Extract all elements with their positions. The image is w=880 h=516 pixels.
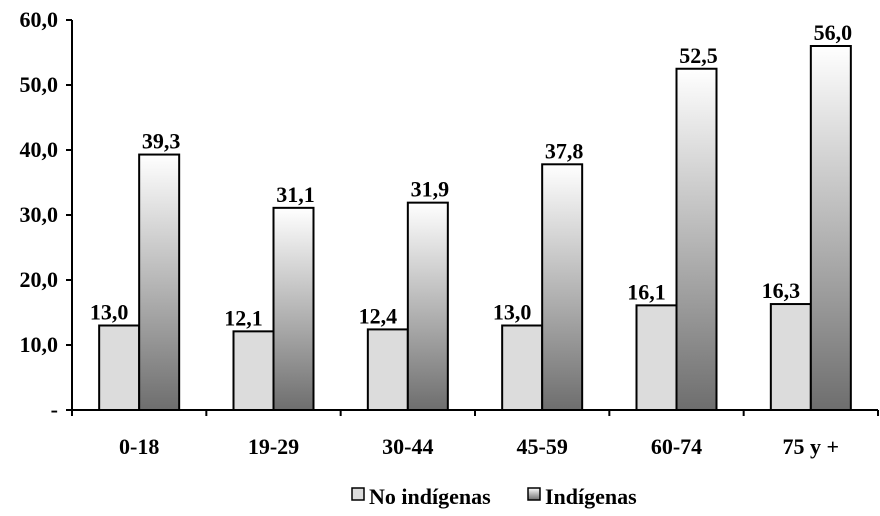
data-label-indigenas: 52,5 <box>679 43 718 68</box>
data-label-no-indigenas: 16,1 <box>627 279 666 304</box>
y-tick-label: 30,0 <box>20 202 59 227</box>
x-category-label: 30-44 <box>382 434 433 459</box>
bar-no-indigenas <box>232 330 275 412</box>
y-tick-label: - <box>51 397 58 422</box>
data-label-indigenas: 39,3 <box>142 129 181 154</box>
y-tick-label: 40,0 <box>20 137 59 162</box>
data-label-indigenas: 31,9 <box>411 177 450 202</box>
bar-no-indigenas <box>635 304 678 412</box>
data-label-indigenas: 31,1 <box>276 182 315 207</box>
bar-indigenas <box>541 163 584 411</box>
legend-label-indigenas: Indígenas <box>545 484 637 509</box>
y-tick-label: 20,0 <box>20 267 59 292</box>
x-category-label: 75 y + <box>783 434 840 459</box>
data-label-no-indigenas: 12,1 <box>224 305 263 330</box>
bar-indigenas <box>675 67 718 411</box>
bars <box>98 45 852 412</box>
y-tick-label: 50,0 <box>20 72 59 97</box>
bar-no-indigenas <box>501 324 544 411</box>
legend-swatch-no-indigenas <box>351 487 365 501</box>
bar-indigenas <box>406 201 449 411</box>
bar-indigenas <box>809 45 852 411</box>
y-axis: - 10,0 20,0 30,0 40,0 50,0 60,0 <box>20 7 73 422</box>
x-axis: 0-18 19-29 30-44 45-59 60-74 75 y + <box>71 409 879 459</box>
x-category-label: 19-29 <box>248 434 299 459</box>
data-labels: 13,0 39,3 12,1 31,1 12,4 31,9 13,0 37,8 16,1 52,5… <box>90 20 852 330</box>
data-label-no-indigenas: 12,4 <box>359 303 398 328</box>
y-tick-label: 10,0 <box>20 332 59 357</box>
data-label-indigenas: 37,8 <box>545 138 584 163</box>
y-tick-label: 60,0 <box>20 7 59 32</box>
bar-indigenas <box>138 153 181 411</box>
x-category-label: 45-59 <box>517 434 568 459</box>
bar-no-indigenas <box>769 303 812 411</box>
legend: No indígenas Indígenas <box>351 484 637 509</box>
legend-label-no-indigenas: No indígenas <box>369 484 491 509</box>
data-label-no-indigenas: 13,0 <box>493 300 532 325</box>
bar-no-indigenas <box>98 324 141 411</box>
data-label-indigenas: 56,0 <box>814 20 853 45</box>
data-label-no-indigenas: 16,3 <box>762 278 801 303</box>
bar-indigenas <box>272 206 315 411</box>
x-category-label: 60-74 <box>651 434 702 459</box>
data-label-no-indigenas: 13,0 <box>90 300 129 325</box>
bar-no-indigenas <box>366 328 409 411</box>
x-category-label: 0-18 <box>119 434 159 459</box>
legend-swatch-indigenas <box>527 487 541 501</box>
